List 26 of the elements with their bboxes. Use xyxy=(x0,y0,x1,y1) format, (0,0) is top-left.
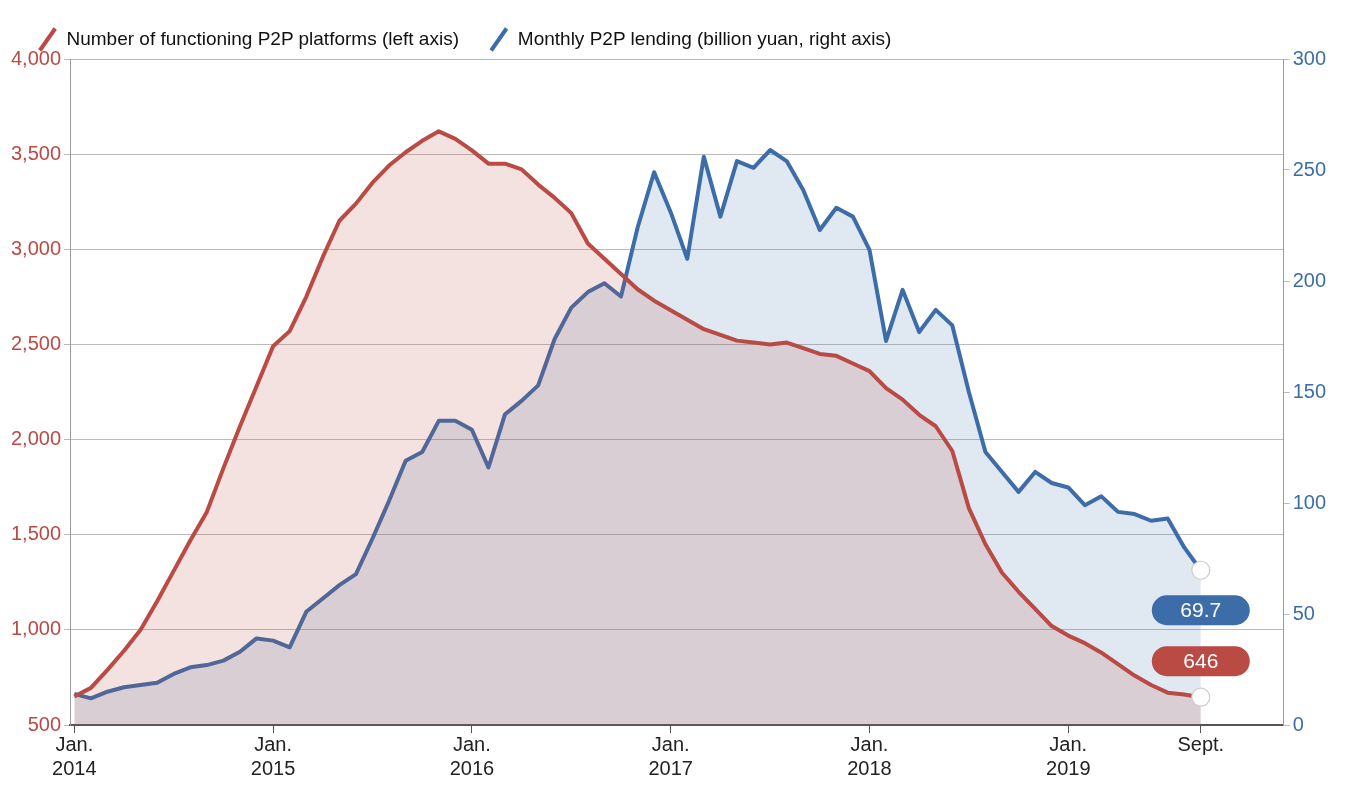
y-tick-label: 2,500 xyxy=(10,331,62,354)
y-tick-label: 1,500 xyxy=(10,522,62,545)
y-tick-label: 3,500 xyxy=(10,141,62,164)
y-tick-label: 4,000 xyxy=(10,46,62,69)
x-tick-label: Jan. 2016 xyxy=(449,732,495,779)
x-tick-label: Sept. xyxy=(1177,732,1225,755)
x-tick-label: Jan. 2015 xyxy=(250,732,296,779)
y2-tick-label: 250 xyxy=(1292,157,1327,180)
y2-tick-label: 100 xyxy=(1292,490,1327,513)
y2-tick-label: 50 xyxy=(1292,601,1315,624)
x-tick-label: Jan. 2018 xyxy=(847,732,892,779)
data-label: 69.7 xyxy=(1180,598,1222,622)
y2-tick-label: 0 xyxy=(1292,712,1304,735)
y-tick-label: 3,000 xyxy=(10,236,62,259)
y2-tick-label: 300 xyxy=(1292,46,1327,69)
y-tick-label: 2,000 xyxy=(10,427,62,450)
y-tick-label: 500 xyxy=(27,712,62,735)
legend-label: Monthly P2P lending (billion yuan, right axis) xyxy=(517,27,892,49)
x-tick-label: Jan. 2017 xyxy=(648,732,693,779)
y-tick-label: 1,000 xyxy=(10,617,62,640)
legend-label: Number of functioning P2P platforms (left axis) xyxy=(66,27,459,49)
x-tick-label: Jan. 2019 xyxy=(1046,732,1091,779)
data-label: 646 xyxy=(1183,649,1219,673)
x-tick-label: Jan. 2014 xyxy=(52,732,97,779)
y2-tick-label: 150 xyxy=(1292,379,1327,402)
y2-tick-label: 200 xyxy=(1292,268,1327,291)
